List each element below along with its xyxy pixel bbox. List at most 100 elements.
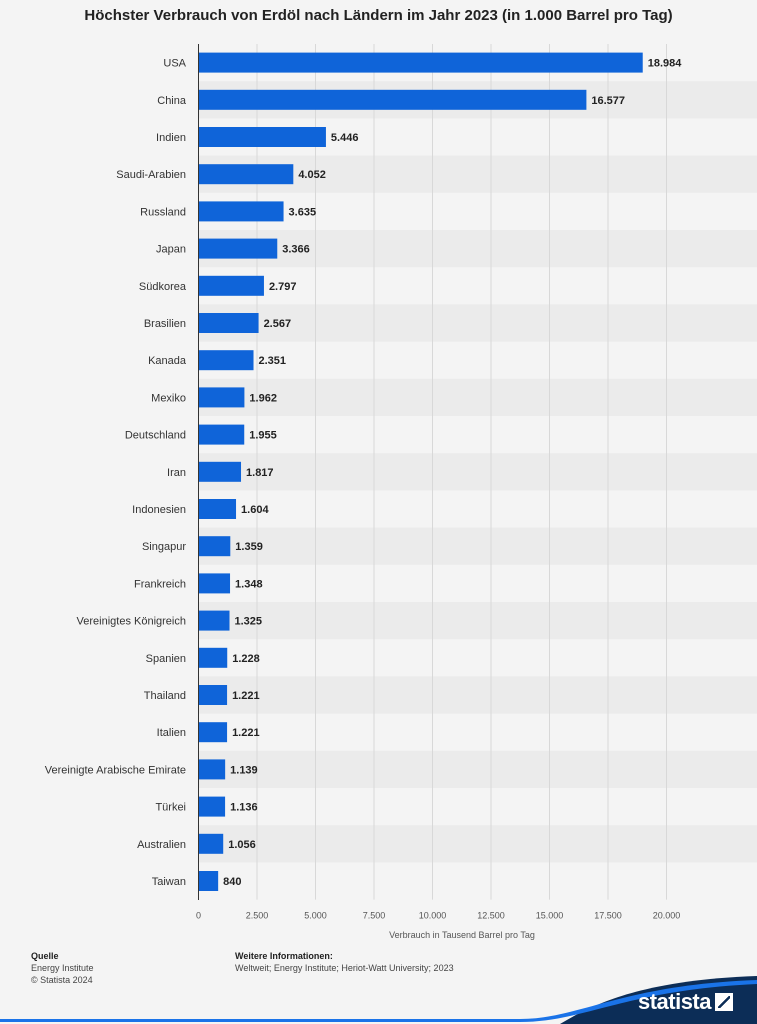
chart-title: Höchster Verbrauch von Erdöl nach Länder… bbox=[84, 7, 673, 24]
bar[interactable] bbox=[198, 201, 284, 222]
bar[interactable] bbox=[198, 350, 254, 371]
bar[interactable] bbox=[198, 313, 259, 333]
x-tick-label: 10.000 bbox=[419, 911, 447, 921]
category-label: Vereinigtes Königreich bbox=[77, 616, 186, 628]
bar-chart: USA China Indien Saudi-Arabien Russland Japan… bbox=[44, 44, 757, 940]
bar[interactable] bbox=[198, 387, 245, 408]
x-axis-title: Verbrauch in Tausend Barrel pro Tag bbox=[389, 930, 535, 940]
bar[interactable] bbox=[198, 647, 228, 668]
row-band bbox=[198, 230, 757, 268]
value-label: 1.221 bbox=[232, 727, 260, 739]
copyright: © Statista 2024 bbox=[31, 975, 93, 985]
value-label: 1.604 bbox=[241, 504, 269, 516]
bar[interactable] bbox=[198, 685, 228, 705]
value-label: 1.955 bbox=[249, 430, 277, 442]
category-label: Südkorea bbox=[139, 281, 187, 293]
row-band bbox=[198, 750, 757, 788]
bar[interactable] bbox=[198, 833, 224, 854]
bar[interactable] bbox=[198, 424, 245, 445]
value-label: 1.325 bbox=[235, 616, 263, 628]
category-label: USA bbox=[163, 58, 186, 70]
category-label: Thailand bbox=[144, 690, 186, 702]
category-label: Deutschland bbox=[125, 430, 186, 442]
bar[interactable] bbox=[198, 759, 226, 780]
bar[interactable] bbox=[198, 89, 587, 110]
x-tick-label: 15.000 bbox=[536, 911, 564, 921]
value-label: 1.056 bbox=[228, 839, 256, 851]
statista-logo[interactable]: statista bbox=[638, 989, 733, 1015]
category-label: Vereinigte Arabische Emirate bbox=[45, 764, 186, 776]
bar[interactable] bbox=[198, 275, 264, 296]
row-band bbox=[198, 304, 757, 342]
category-label: Saudi-Arabien bbox=[116, 169, 186, 181]
x-tick-label: 2.500 bbox=[246, 911, 269, 921]
category-label: Russland bbox=[140, 206, 186, 218]
x-tick-label: 12.500 bbox=[477, 911, 505, 921]
category-label: Indonesien bbox=[132, 504, 186, 516]
bar[interactable] bbox=[198, 127, 326, 147]
source-block: Quelle Energy Institute © Statista 2024 bbox=[31, 950, 94, 986]
bar[interactable] bbox=[198, 871, 219, 891]
row-band bbox=[198, 676, 757, 714]
value-label: 5.446 bbox=[331, 132, 359, 144]
value-label: 16.577 bbox=[591, 95, 625, 107]
value-label: 1.348 bbox=[235, 578, 263, 590]
statista-mark-icon bbox=[715, 993, 733, 1011]
source-heading: Quelle bbox=[31, 951, 59, 961]
bar[interactable] bbox=[198, 573, 231, 594]
value-label: 840 bbox=[223, 876, 241, 888]
category-label: Australien bbox=[137, 839, 186, 851]
source-name[interactable]: Energy Institute bbox=[31, 963, 94, 973]
category-label: Brasilien bbox=[144, 318, 186, 330]
value-label: 2.797 bbox=[269, 281, 297, 293]
row-band bbox=[198, 602, 757, 640]
value-label: 2.567 bbox=[264, 318, 292, 330]
value-label: 3.366 bbox=[282, 244, 310, 256]
bar[interactable] bbox=[198, 610, 230, 631]
category-label: Mexiko bbox=[151, 392, 186, 404]
logo-text: statista bbox=[637, 989, 712, 1014]
bar[interactable] bbox=[198, 164, 294, 185]
value-label: 1.136 bbox=[230, 802, 258, 814]
info-text: Weltweit; Energy Institute; Heriot-Watt … bbox=[235, 963, 454, 973]
bar[interactable] bbox=[198, 461, 242, 482]
category-label: Türkei bbox=[155, 802, 186, 814]
row-band bbox=[198, 825, 757, 863]
x-tick-label: 7.500 bbox=[363, 911, 386, 921]
info-heading: Weitere Informationen: bbox=[235, 951, 333, 961]
x-tick-label: 20.000 bbox=[653, 911, 681, 921]
category-label: Iran bbox=[167, 467, 186, 479]
category-label: Italien bbox=[157, 727, 186, 739]
x-tick-label: 0 bbox=[196, 911, 201, 921]
info-block: Weitere Informationen: Weltweit; Energy … bbox=[235, 950, 454, 974]
value-label: 1.139 bbox=[230, 764, 258, 776]
bar[interactable] bbox=[198, 536, 231, 557]
value-label: 1.228 bbox=[232, 653, 260, 665]
x-tick-label: 17.500 bbox=[594, 911, 622, 921]
row-band bbox=[198, 527, 757, 565]
value-label: 18.984 bbox=[648, 58, 683, 70]
value-label: 1.817 bbox=[246, 467, 274, 479]
row-band bbox=[198, 453, 757, 491]
row-band bbox=[198, 378, 757, 416]
category-label: Indien bbox=[156, 132, 186, 144]
value-label: 1.221 bbox=[232, 690, 260, 702]
value-label: 3.635 bbox=[289, 206, 317, 218]
value-label: 1.359 bbox=[235, 541, 263, 553]
bar[interactable] bbox=[198, 238, 278, 259]
value-label: 4.052 bbox=[298, 169, 326, 181]
bar[interactable] bbox=[198, 722, 228, 743]
category-label: Japan bbox=[156, 244, 186, 256]
category-label: Frankreich bbox=[134, 578, 186, 590]
category-label: Kanada bbox=[148, 355, 187, 367]
bar[interactable] bbox=[198, 499, 237, 519]
value-label: 1.962 bbox=[249, 392, 277, 404]
category-label: China bbox=[157, 95, 187, 107]
category-label: Taiwan bbox=[152, 876, 186, 888]
category-label: Spanien bbox=[146, 653, 186, 665]
bar[interactable] bbox=[198, 796, 226, 817]
x-tick-label: 5.000 bbox=[304, 911, 327, 921]
value-label: 2.351 bbox=[259, 355, 287, 367]
bar[interactable] bbox=[198, 52, 643, 73]
category-label: Singapur bbox=[142, 541, 186, 553]
